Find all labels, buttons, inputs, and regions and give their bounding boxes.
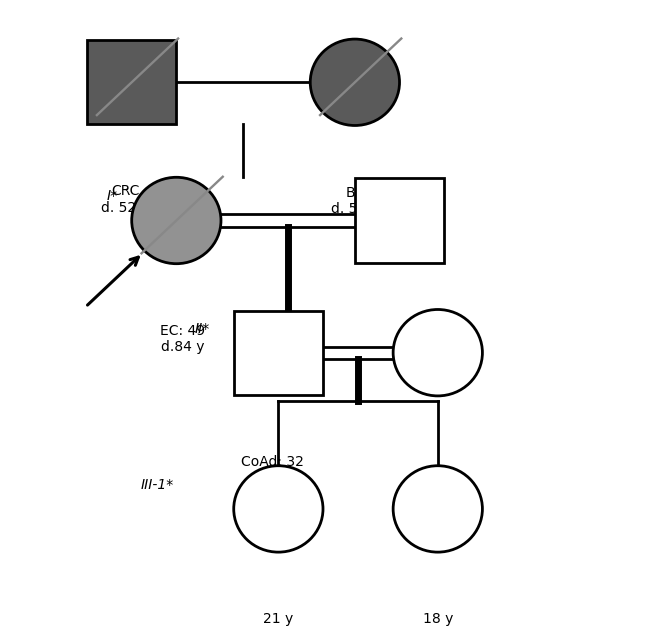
- Ellipse shape: [393, 309, 483, 396]
- Text: III-1*: III-1*: [141, 478, 174, 492]
- Bar: [234, 311, 323, 395]
- Text: 21 y: 21 y: [263, 612, 293, 626]
- Ellipse shape: [234, 465, 323, 552]
- Ellipse shape: [310, 39, 399, 125]
- Ellipse shape: [132, 177, 221, 264]
- Text: CoAd: 32
48 y: CoAd: 32 48 y: [240, 455, 304, 485]
- Text: CRC
d. 52 y: CRC d. 52 y: [101, 184, 149, 214]
- Ellipse shape: [393, 465, 483, 552]
- Text: I*: I*: [107, 189, 118, 203]
- Text: II*: II*: [194, 321, 209, 336]
- Bar: [355, 179, 444, 262]
- Bar: [87, 40, 176, 125]
- Text: EC: 49
d.84 y: EC: 49 d.84 y: [160, 324, 205, 354]
- Text: BC
d. 52 y: BC d. 52 y: [331, 186, 379, 216]
- Text: 18 y: 18 y: [422, 612, 453, 626]
